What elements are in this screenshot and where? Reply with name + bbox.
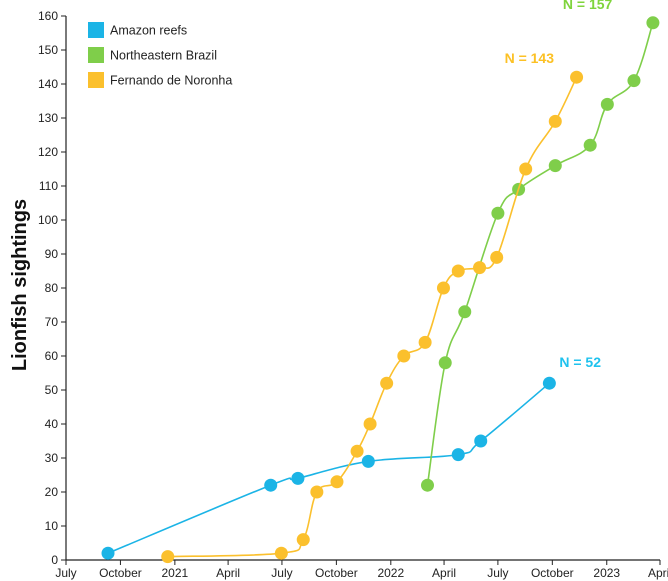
legend-label: Northeastern Brazil	[110, 49, 217, 63]
y-tick-label: 40	[45, 417, 59, 431]
y-tick-label: 140	[38, 77, 58, 91]
data-point	[451, 264, 465, 278]
data-point	[161, 550, 175, 564]
data-point	[474, 434, 488, 448]
data-point	[296, 533, 310, 547]
x-tick-label: July	[487, 566, 508, 580]
y-tick-label: 50	[45, 383, 59, 397]
x-tick-label: 2022	[377, 566, 404, 580]
y-tick-label: 120	[38, 145, 58, 159]
legend-label: Amazon reefs	[110, 24, 187, 38]
y-tick-label: 160	[38, 9, 58, 23]
data-point	[361, 454, 375, 468]
x-tick-label: October	[99, 566, 142, 580]
series-northeastern-brazil: N = 157	[420, 0, 660, 492]
y-tick-label: 10	[45, 519, 59, 533]
y-tick-label: 150	[38, 43, 58, 57]
series-total-label: N = 52	[559, 354, 601, 370]
x-tick-label: July	[271, 566, 292, 580]
data-point	[627, 74, 641, 88]
data-point	[548, 159, 562, 173]
x-tick-label: April	[648, 566, 668, 580]
data-point	[363, 417, 377, 431]
data-point	[600, 97, 614, 111]
data-point	[101, 546, 115, 560]
y-tick-label: 70	[45, 315, 59, 329]
x-tick-label: October	[531, 566, 574, 580]
data-point	[583, 138, 597, 152]
x-tick-label: 2023	[593, 566, 620, 580]
data-point	[420, 478, 434, 492]
data-point	[646, 16, 660, 30]
y-tick-label: 110	[39, 179, 58, 193]
data-point	[310, 485, 324, 499]
series-fernando-de-noronha: N = 143	[161, 50, 584, 564]
series-line	[107, 382, 550, 554]
y-tick-label: 30	[45, 451, 59, 465]
series-total-label: N = 157	[563, 0, 613, 12]
legend-swatch	[88, 22, 104, 38]
data-point	[570, 70, 584, 84]
data-point	[350, 444, 364, 458]
data-point	[274, 546, 288, 560]
y-tick-label: 80	[45, 281, 59, 295]
y-tick-label: 60	[45, 349, 59, 363]
data-point	[519, 162, 533, 176]
legend-swatch	[88, 72, 104, 88]
data-point	[473, 261, 487, 275]
data-point	[490, 250, 504, 264]
x-tick-label: April	[432, 566, 456, 580]
data-point	[491, 206, 505, 220]
data-point	[458, 305, 472, 319]
x-tick-label: July	[55, 566, 76, 580]
data-point	[380, 376, 394, 390]
y-tick-label: 100	[38, 213, 58, 227]
series-line	[167, 76, 578, 558]
data-point	[436, 281, 450, 295]
series-amazon-reefs: N = 52	[101, 354, 601, 560]
series-total-label: N = 143	[505, 50, 555, 66]
y-tick-label: 0	[51, 553, 58, 567]
legend-label: Fernando de Noronha	[110, 74, 232, 88]
data-point	[451, 448, 465, 462]
data-point	[264, 478, 278, 492]
x-tick-label: October	[315, 566, 358, 580]
y-tick-label: 90	[45, 247, 59, 261]
legend-swatch	[88, 47, 104, 63]
x-tick-label: April	[216, 566, 240, 580]
data-point	[418, 335, 432, 349]
data-point	[548, 114, 562, 128]
y-tick-label: 130	[38, 111, 58, 125]
legend: Amazon reefs Northeastern Brazil Fernando …	[88, 22, 232, 88]
series-line	[426, 22, 654, 486]
x-tick-label: 2021	[162, 566, 189, 580]
data-point	[330, 475, 344, 489]
series-layer: N = 52 N = 157 N = 143	[101, 0, 660, 564]
axes: 0 10 20 30 40 50 60 70 80 90 100 110 120 130 140 150 160…	[38, 9, 668, 580]
y-axis-title: Lionfish sightings	[9, 199, 31, 371]
data-point	[438, 356, 452, 370]
data-point	[542, 376, 556, 390]
data-point	[291, 471, 305, 485]
data-point	[397, 349, 411, 363]
y-tick-label: 20	[45, 485, 59, 499]
